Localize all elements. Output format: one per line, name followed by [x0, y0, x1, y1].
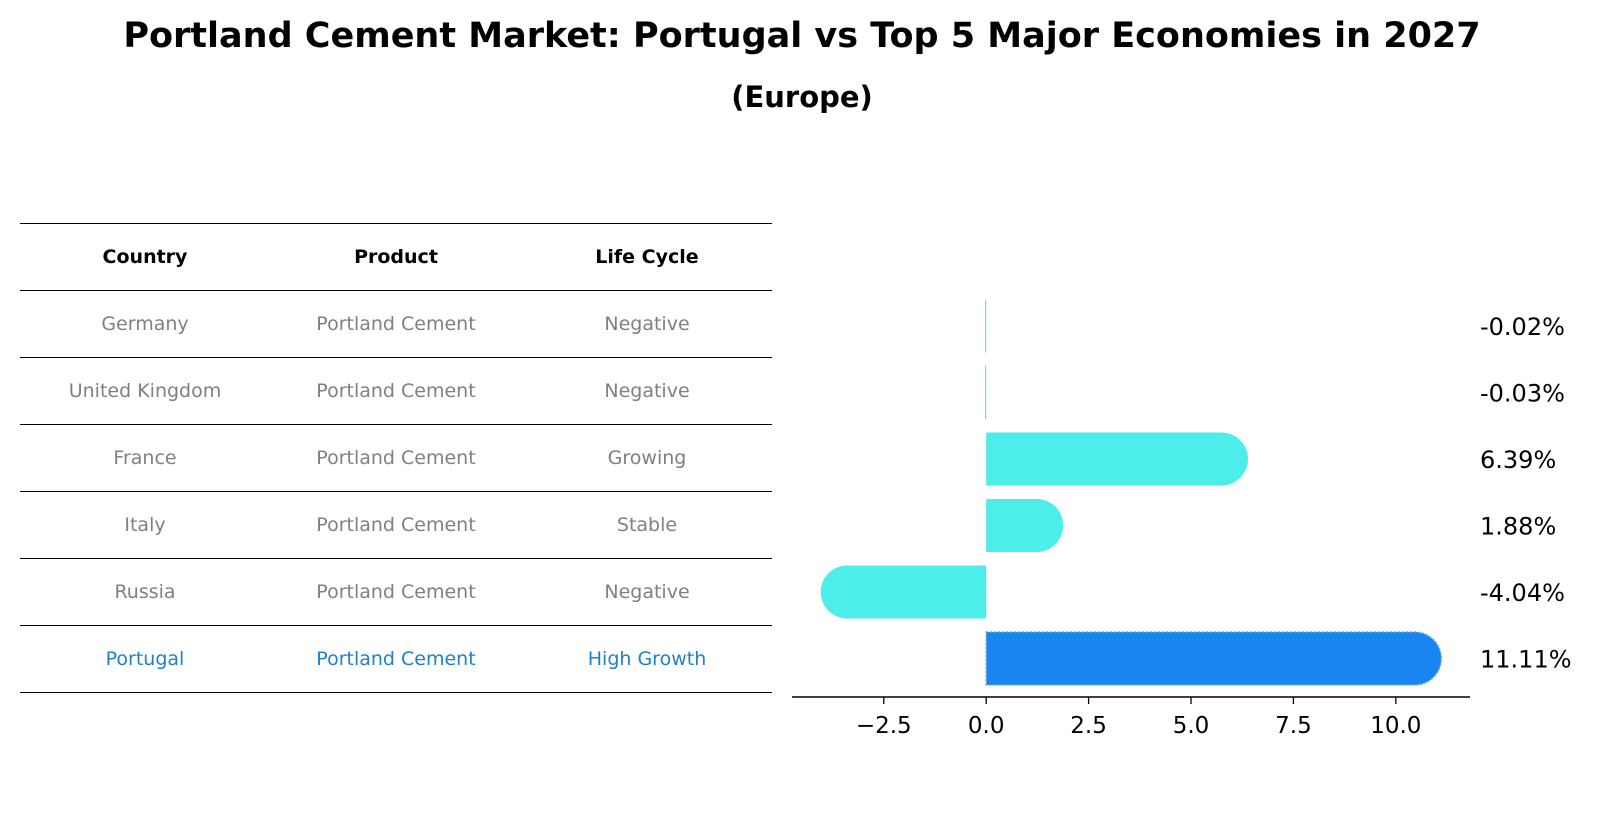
table-row: Russia Portland Cement Negative [20, 558, 772, 625]
bar-russia [820, 565, 987, 619]
table-row-highlight: Portugal Portland Cement High Growth [20, 625, 772, 693]
x-tick-label: 5.0 [1173, 713, 1210, 739]
bar-portugal [985, 631, 1443, 686]
x-tick-label: 7.5 [1275, 713, 1312, 739]
header-life-cycle: Life Cycle [595, 246, 699, 268]
data-label: 6.39% [1480, 446, 1556, 474]
life-cycle-cell: High Growth [587, 648, 707, 670]
data-label: 11.11% [1480, 646, 1572, 674]
life-cycle-cell: Stable [616, 514, 678, 536]
table-row: France Portland Cement Growing [20, 424, 772, 491]
product-cell: Portland Cement [316, 648, 476, 670]
header-product: Product [354, 246, 438, 268]
product-cell: Portland Cement [316, 447, 476, 469]
data-label: 1.88% [1480, 513, 1556, 541]
data-label: -0.02% [1480, 313, 1565, 341]
chart-title: Portland Cement Market: Portugal vs Top … [123, 16, 1481, 56]
x-tick-label: 0.0 [968, 713, 1005, 739]
life-cycle-cell: Negative [604, 581, 690, 603]
product-cell: Portland Cement [316, 313, 476, 335]
bar-germany [984, 299, 987, 353]
data-label: -0.03% [1480, 380, 1565, 408]
data-label: -4.04% [1480, 579, 1565, 607]
product-cell: Portland Cement [316, 380, 476, 402]
table-row: United Kingdom Portland Cement Negative [20, 357, 772, 424]
country-cell: United Kingdom [68, 380, 222, 402]
country-cell: Portugal [105, 648, 185, 670]
bar-italy [986, 499, 1064, 552]
table-row: Italy Portland Cement Stable [20, 491, 772, 558]
life-cycle-cell: Growing [607, 447, 687, 469]
country-cell: Russia [114, 581, 176, 603]
table-row: Germany Portland Cement Negative [20, 290, 772, 357]
country-cell: Italy [124, 514, 166, 536]
country-cell: France [113, 447, 177, 469]
bar-united-kingdom [984, 366, 987, 419]
header-country: Country [102, 246, 188, 268]
life-cycle-cell: Negative [604, 380, 690, 402]
x-tick-label: 2.5 [1070, 713, 1107, 739]
table-header-row: Country Product Life Cycle [20, 223, 772, 290]
product-cell: Portland Cement [316, 581, 476, 603]
bar-france [986, 432, 1248, 486]
data-table: Country Product Life Cycle Germany Portl… [20, 223, 772, 693]
x-tick-label: −2.5 [856, 713, 912, 739]
country-cell: Germany [101, 313, 189, 335]
life-cycle-cell: Negative [604, 313, 690, 335]
chart-subtitle: (Europe) [731, 80, 873, 114]
x-tick-label: 10.0 [1370, 713, 1421, 739]
product-cell: Portland Cement [316, 514, 476, 536]
